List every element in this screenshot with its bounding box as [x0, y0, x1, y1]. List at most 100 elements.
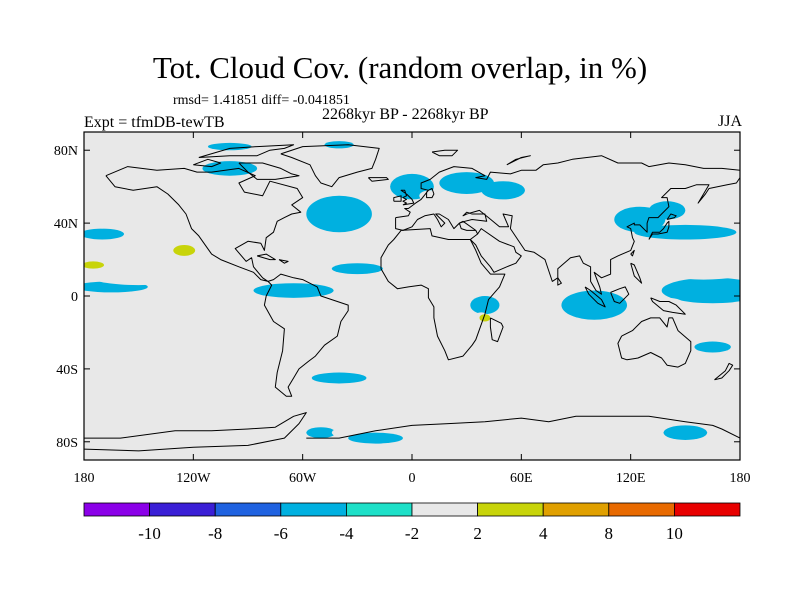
y-axis: 80N 40N 0 40S 80S: [54, 144, 740, 451]
anomaly-patch: [439, 172, 494, 194]
colorbar-label: -8: [208, 524, 222, 543]
anomaly-patch: [694, 341, 731, 353]
coastline: [648, 220, 670, 240]
coastline: [306, 415, 740, 439]
anomaly-patch: [84, 261, 105, 269]
x-axis: 180 120W 60W 0 60E 120E 180: [74, 132, 751, 486]
anomaly-patch: [648, 201, 686, 220]
coastline: [380, 228, 506, 361]
colorbar-label: 2: [473, 524, 482, 543]
anomaly-patch: [530, 217, 567, 236]
anomaly-patch: [561, 290, 628, 320]
y-tick-label: 40N: [54, 217, 78, 232]
colorbar: -10 -8 -6 -4 -2 2 4 8 10: [83, 502, 741, 543]
coastline: [193, 158, 222, 168]
coastline: [557, 277, 562, 286]
anomaly-patch: [331, 263, 383, 275]
coastline: [584, 286, 606, 308]
anomaly-patch: [699, 201, 740, 216]
colorbar-box: [280, 502, 347, 517]
anomaly-patch: [306, 195, 372, 233]
colorbar-box: [608, 502, 675, 517]
coastline: [610, 286, 630, 304]
anomaly-patch: [406, 210, 436, 229]
anomaly-patch: [348, 432, 403, 444]
x-tick-label: 0: [409, 471, 416, 486]
colorbar-label: -2: [405, 524, 419, 543]
anomaly-patch: [306, 427, 336, 439]
coastline: [630, 262, 643, 284]
coastline: [431, 149, 459, 157]
anomaly-patch: [648, 297, 686, 313]
y-tick-label: 40S: [56, 363, 78, 378]
anomaly-patch: [111, 332, 203, 351]
x-tick-label: 180: [730, 471, 751, 486]
coastline: [400, 189, 415, 206]
anomaly-patch: [331, 429, 347, 437]
coastline: [280, 144, 380, 188]
anomaly-patch: [585, 177, 622, 196]
anomaly-patch: [311, 372, 367, 384]
anomaly-patch: [84, 199, 121, 229]
anomaly-patch: [84, 228, 125, 240]
coastline: [617, 317, 692, 368]
coastline: [278, 259, 289, 264]
coastline: [84, 412, 307, 452]
colorbar-label: 4: [539, 524, 548, 543]
coastline: [105, 166, 304, 282]
colorbar-label: -6: [274, 524, 288, 543]
anomaly-patch: [663, 425, 708, 440]
coastline: [238, 162, 300, 180]
colorbar-box: [674, 502, 741, 517]
x-tick-label: 120E: [616, 471, 646, 486]
colorbar-box: [477, 502, 544, 517]
season-label: JJA: [717, 113, 742, 130]
coastline: [263, 273, 349, 397]
coastline: [506, 155, 531, 166]
anomaly-patch: [173, 244, 196, 256]
colorbar-label: -10: [138, 524, 161, 543]
anomaly-patch: [605, 263, 657, 282]
coastline: [395, 155, 740, 295]
colorbar-box: [214, 502, 282, 517]
anomaly-patch: [539, 239, 595, 262]
anomaly-patch: [419, 190, 442, 202]
anomaly-patch: [661, 277, 740, 304]
colorbar-label: 10: [666, 524, 683, 543]
anomaly-patch: [415, 265, 427, 273]
coastlines: [84, 144, 740, 452]
anomaly-patch: [479, 314, 491, 322]
colorbar-label: -4: [339, 524, 354, 543]
x-tick-label: 120W: [176, 471, 211, 486]
x-tick-label: 180: [74, 471, 95, 486]
colorbar-box: [83, 502, 150, 517]
period-label: 2268kyr BP - 2268kyr BP: [322, 106, 489, 123]
coastline: [666, 213, 677, 220]
anomaly-patch: [253, 283, 334, 298]
y-tick-label: 80S: [56, 436, 78, 451]
anomaly-patch: [703, 325, 740, 340]
colorbar-box: [345, 502, 413, 517]
anomaly-patch: [470, 296, 500, 315]
anomaly-patch: [621, 343, 658, 358]
experiment-label: Expt = tfmDB-tewTB: [84, 114, 225, 131]
anomaly-patch: [634, 224, 737, 240]
x-tick-label: 60E: [510, 471, 533, 486]
anomaly-field: [84, 141, 740, 444]
y-tick-label: 80N: [54, 144, 78, 159]
x-tick-label: 60W: [289, 471, 317, 486]
coastline: [650, 297, 686, 315]
coastline: [198, 144, 295, 158]
colorbar-box: [542, 502, 610, 517]
anomaly-patch: [89, 155, 134, 171]
coastline: [367, 177, 389, 182]
anomaly-patch: [207, 142, 252, 151]
anomaly-patch: [658, 261, 740, 280]
anomaly-patch: [297, 316, 363, 331]
colorbar-box: [149, 502, 216, 517]
rmsd-diff-stats: rmsd= 1.41851 diff= -0.041851: [173, 93, 350, 108]
coastline: [393, 195, 402, 202]
y-tick-label: 0: [71, 290, 78, 305]
colorbar-box: [411, 502, 478, 517]
